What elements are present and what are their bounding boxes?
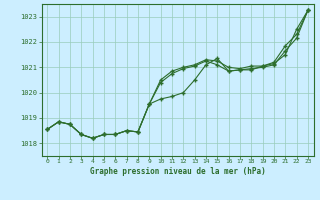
X-axis label: Graphe pression niveau de la mer (hPa): Graphe pression niveau de la mer (hPa) [90,167,266,176]
